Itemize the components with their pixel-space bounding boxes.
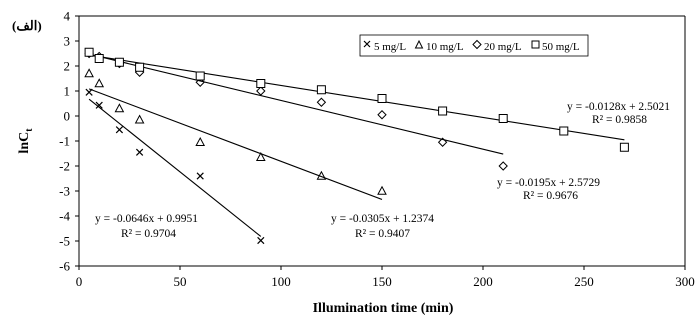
legend: 5 mg/L 10 mg/L 20 mg/L 50 mg/L bbox=[359, 34, 589, 57]
equation-50-formula: y = -0.0128x + 2.5021 bbox=[567, 101, 670, 113]
data-point-s2-9 bbox=[498, 161, 508, 171]
x-axis-ticks: 0 50 100 150 200 250 300 bbox=[76, 266, 695, 289]
data-point-s2-7 bbox=[377, 110, 387, 120]
equation-20-formula: y = -0.0195x + 2.5729 bbox=[497, 177, 600, 189]
legend-label-20: 20 mg/L bbox=[484, 41, 522, 53]
data-point-s2-6 bbox=[316, 97, 327, 107]
equation-5: y = -0.0646x + 0.9951 R² = 0.9704 bbox=[95, 213, 198, 240]
data-point-s1-2 bbox=[114, 103, 125, 113]
data-point-s3-2 bbox=[114, 57, 124, 67]
data-point-s0-0 bbox=[85, 88, 93, 96]
x-tick-label: 250 bbox=[574, 274, 594, 289]
y-tick-label: -2 bbox=[59, 159, 70, 174]
corner-label: (الف) bbox=[12, 18, 42, 33]
y-axis-title: lnCt bbox=[17, 128, 35, 154]
x-tick-label: 0 bbox=[76, 274, 83, 289]
x-tick-label: 50 bbox=[174, 274, 187, 289]
data-point-s3-7 bbox=[377, 94, 387, 103]
trendline-2 bbox=[88, 53, 504, 155]
equation-50: y = -0.0128x + 2.5021 R² = 0.9858 bbox=[567, 101, 670, 126]
data-point-s1-0 bbox=[84, 68, 94, 78]
y-axis-title-sub: t bbox=[24, 128, 35, 132]
equation-5-r2: R² = 0.9704 bbox=[121, 228, 176, 240]
data-point-s3-9 bbox=[498, 114, 508, 123]
trendline-1 bbox=[88, 88, 383, 200]
data-points bbox=[84, 47, 629, 245]
legend-label-10: 10 mg/L bbox=[426, 41, 464, 53]
equation-5-formula: y = -0.0646x + 0.9951 bbox=[95, 213, 198, 225]
data-point-s1-3 bbox=[134, 114, 145, 124]
legend-label-50: 50 mg/L bbox=[542, 41, 580, 53]
data-point-s3-6 bbox=[316, 85, 326, 95]
data-point-s2-5 bbox=[256, 86, 266, 96]
trendline-3 bbox=[89, 54, 625, 141]
x-axis-title: Illumination time (min) bbox=[313, 301, 454, 316]
equation-10: y = -0.0305x + 1.2374 R² = 0.9407 bbox=[331, 213, 434, 240]
y-tick-label: 1 bbox=[64, 84, 71, 99]
data-point-s3-3 bbox=[135, 62, 145, 72]
data-point-s1-1 bbox=[94, 78, 105, 88]
legend-label-5: 5 mg/L bbox=[374, 41, 406, 53]
data-point-s1-4 bbox=[195, 136, 206, 146]
y-tick-label: -6 bbox=[59, 259, 70, 274]
data-point-s3-1 bbox=[94, 54, 104, 63]
data-point-s3-4 bbox=[195, 71, 205, 81]
x-tick-label: 300 bbox=[675, 274, 695, 289]
triangle-icon bbox=[414, 39, 424, 49]
data-point-s0-4 bbox=[196, 172, 204, 180]
data-point-s3-0 bbox=[84, 47, 94, 57]
legend-item-10: 10 mg/L bbox=[414, 39, 464, 53]
y-tick-label: -1 bbox=[59, 134, 70, 149]
y-tick-label: -3 bbox=[59, 184, 70, 199]
data-point-s0-2 bbox=[115, 126, 124, 134]
x-tick-label: 200 bbox=[473, 274, 493, 289]
data-point-s1-7 bbox=[377, 185, 387, 195]
y-tick-label: -4 bbox=[59, 209, 70, 224]
data-point-s0-3 bbox=[135, 148, 144, 156]
y-axis-ticks: -6 -5 -4 -3 -2 -1 0 1 2 3 4 bbox=[59, 9, 79, 274]
equation-50-r2: R² = 0.9858 bbox=[592, 114, 647, 126]
equation-20-r2: R² = 0.9676 bbox=[523, 190, 578, 202]
y-tick-label: 2 bbox=[64, 59, 71, 74]
data-point-s2-8 bbox=[437, 137, 448, 147]
trendlines bbox=[88, 53, 625, 237]
legend-item-5: 5 mg/L bbox=[363, 40, 406, 53]
y-tick-label: 3 bbox=[64, 34, 71, 49]
square-icon bbox=[531, 40, 540, 49]
data-point-s0-1 bbox=[95, 101, 103, 109]
equation-20: y = -0.0195x + 2.5729 R² = 0.9676 bbox=[497, 177, 600, 202]
equation-10-formula: y = -0.0305x + 1.2374 bbox=[331, 213, 434, 225]
equation-10-r2: R² = 0.9407 bbox=[355, 228, 410, 240]
y-tick-label: 4 bbox=[64, 9, 71, 24]
x-icon bbox=[363, 40, 371, 48]
legend-item-20: 20 mg/L bbox=[472, 39, 522, 53]
data-point-s1-5 bbox=[255, 151, 266, 161]
data-point-s3-5 bbox=[256, 79, 266, 88]
trendline-0 bbox=[88, 98, 262, 237]
legend-item-50: 50 mg/L bbox=[531, 40, 580, 53]
data-point-s3-10 bbox=[559, 126, 569, 136]
data-point-s3-8 bbox=[438, 106, 448, 116]
data-point-s1-6 bbox=[316, 170, 327, 180]
x-tick-label: 100 bbox=[271, 274, 291, 289]
x-tick-label: 150 bbox=[372, 274, 392, 289]
diamond-icon bbox=[472, 39, 482, 50]
data-point-s3-11 bbox=[619, 142, 629, 152]
y-tick-label: -5 bbox=[59, 234, 70, 249]
y-tick-label: 0 bbox=[64, 109, 71, 124]
y-axis-title-main: lnC bbox=[17, 132, 32, 154]
data-point-s2-4 bbox=[195, 77, 205, 87]
data-point-s0-5 bbox=[257, 236, 265, 245]
